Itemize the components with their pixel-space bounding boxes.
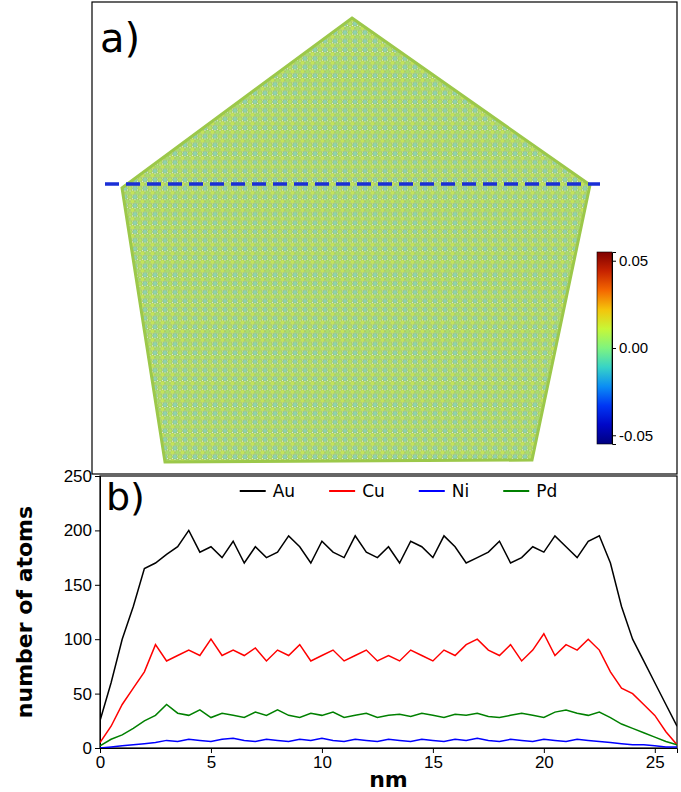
x-tick-label: 20	[535, 753, 554, 772]
legend-label: Ni	[452, 481, 469, 501]
x-tick-label: 25	[646, 753, 665, 772]
x-axis-line	[101, 749, 678, 754]
colorbar-background	[592, 244, 672, 452]
y-tick-label: 0	[83, 739, 92, 758]
y-tick: 200	[64, 521, 100, 540]
y-tick: 0	[83, 739, 100, 758]
legend-swatch	[329, 490, 355, 492]
x-tick: 15	[424, 748, 443, 772]
x-tick: 25	[646, 748, 665, 772]
y-tick-label: 150	[64, 576, 92, 595]
colorbar-tick: -0.05	[612, 427, 653, 444]
x-tick-label: 0	[96, 753, 105, 772]
legend-item: Ni	[419, 481, 469, 501]
colorbar-tick-mark	[612, 261, 616, 262]
y-tick-mark	[95, 530, 100, 531]
x-tick: 10	[313, 748, 332, 772]
y-axis-line	[95, 477, 101, 749]
colorbar	[597, 252, 612, 444]
y-tick-label: 100	[64, 630, 92, 649]
colorbar-axis-line	[613, 253, 617, 445]
x-tick: 20	[535, 748, 554, 772]
plot-frame	[100, 476, 677, 748]
panel-label: a)	[100, 15, 140, 61]
y-tick-mark	[95, 639, 100, 640]
figure: a)0.050.00-0.050510152025050100150200250…	[0, 0, 681, 792]
series-lines	[100, 530, 677, 748]
legend-item: Pd	[503, 481, 557, 501]
x-axis-title: nm	[369, 767, 408, 792]
panel-label: b)	[106, 475, 145, 519]
legend-item: Cu	[329, 481, 385, 501]
panel-a: a) 0.05 0.00 -0.05	[92, 2, 677, 474]
x-tick-label: 15	[424, 753, 443, 772]
y-tick-mark	[95, 748, 100, 749]
nanoparticle	[122, 18, 590, 462]
y-tick-mark	[95, 476, 100, 477]
legend-label: Au	[273, 481, 295, 501]
colorbar-tick-label: 0.00	[619, 339, 648, 356]
y-tick-label: 50	[73, 685, 92, 704]
legend-item: Au	[240, 481, 295, 501]
series-line	[100, 634, 677, 745]
legend-swatch	[419, 490, 445, 492]
y-tick-label: 250	[64, 467, 92, 486]
colorbar-tick-mark	[612, 348, 616, 349]
cut-line	[105, 182, 600, 186]
colorbar-tick: 0.05	[612, 252, 648, 269]
series-line	[100, 530, 677, 726]
colorbar-tick-mark	[612, 435, 616, 436]
y-axis: 0 50 100 150 200 250	[64, 467, 101, 758]
x-tick-label: 5	[207, 753, 216, 772]
y-axis-title: number of atoms	[12, 506, 37, 718]
y-tick: 50	[73, 685, 100, 704]
panel-b: 0510152025050100150200250nmnumber of ato…	[12, 467, 678, 792]
x-tick: 0	[96, 748, 105, 772]
series-line	[100, 704, 677, 745]
series-line	[100, 738, 677, 748]
legend-label: Pd	[536, 481, 557, 501]
colorbar-axis: 0.05 0.00 -0.05	[612, 252, 653, 444]
panel-frame	[92, 2, 677, 474]
colorbar-tick-label: -0.05	[619, 427, 653, 444]
y-tick-label: 200	[64, 521, 92, 540]
y-tick: 150	[64, 576, 100, 595]
colorbar-tick: 0.00	[612, 339, 648, 356]
x-tick-label: 10	[313, 753, 332, 772]
legend-swatch	[503, 490, 529, 492]
legend-label: Cu	[362, 481, 385, 501]
y-tick: 100	[64, 630, 100, 649]
y-tick-mark	[95, 694, 100, 695]
colorbar-tick-label: 0.05	[619, 252, 648, 269]
y-tick: 250	[64, 467, 100, 486]
legend: Au Cu Ni Pd	[240, 481, 558, 501]
y-tick-mark	[95, 585, 100, 586]
x-tick: 5	[207, 748, 216, 772]
legend-swatch	[240, 490, 266, 492]
